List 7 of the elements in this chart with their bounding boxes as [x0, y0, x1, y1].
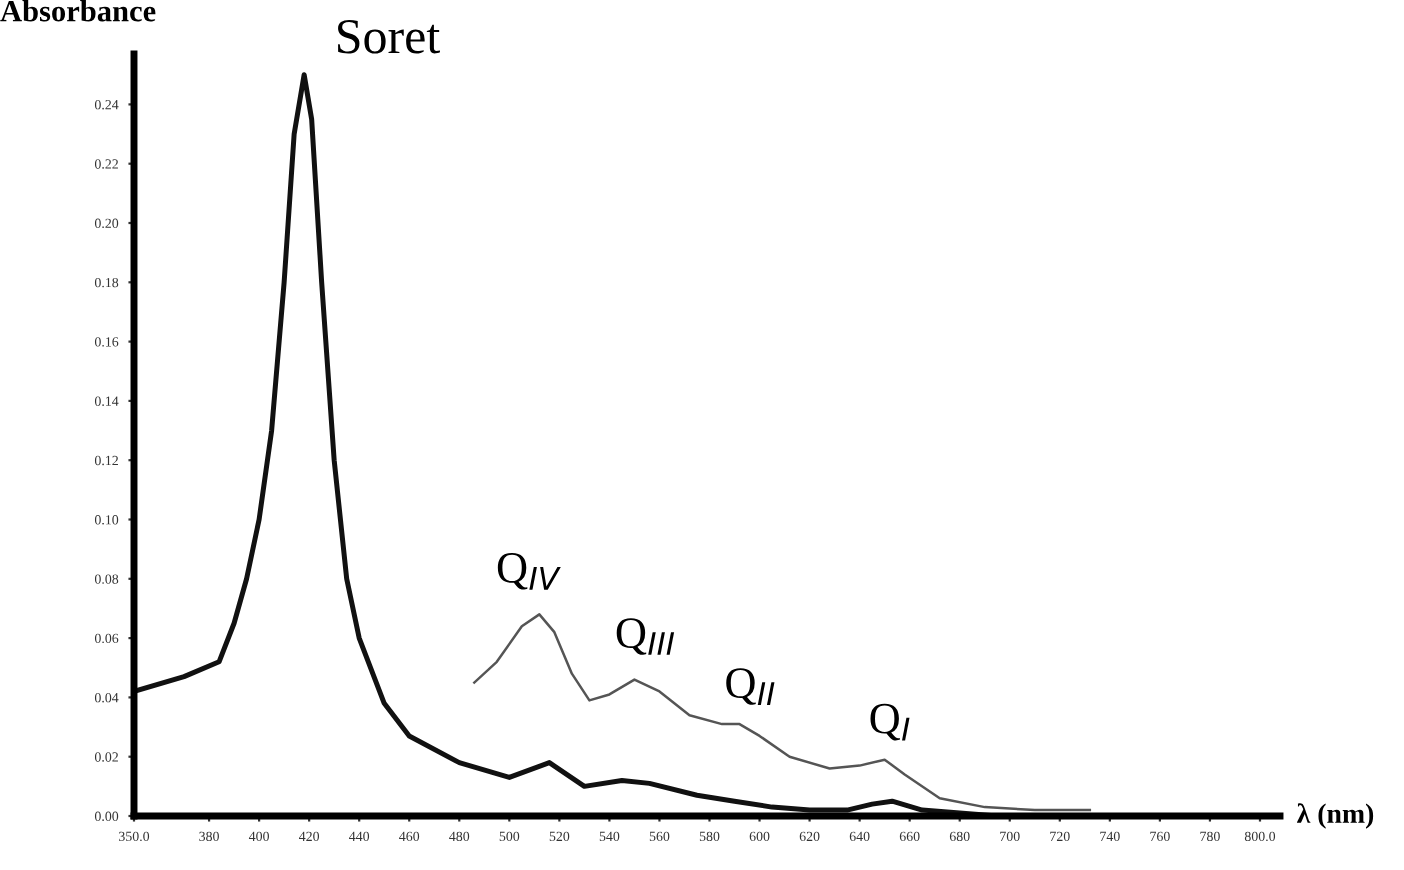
y-axis-title: Absorbance: [0, 0, 156, 22]
annotation: Q$_{II}$: [726, 668, 775, 705]
annotation: Soret: [338, 19, 440, 54]
annotation: Q$_{III}$: [616, 618, 675, 655]
annotation: Q$_{IV}$: [497, 552, 561, 590]
annotation: Q$_{I}$: [870, 703, 910, 741]
x-axis-title: λ (nm): [1296, 803, 1374, 829]
